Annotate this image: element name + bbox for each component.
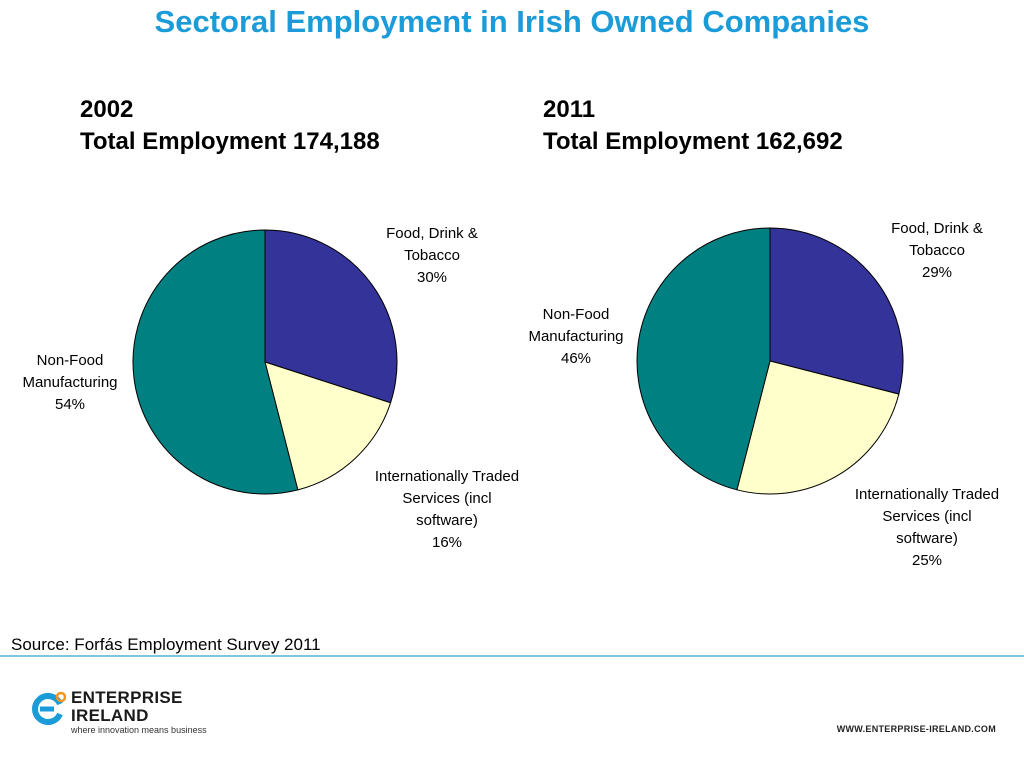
pie-slice-2002-non-food xyxy=(132,229,299,495)
slice-label-line: Tobacco xyxy=(909,242,965,259)
source-note: Source: Forfás Employment Survey 2011 xyxy=(11,635,321,654)
slice-label-line: Non-Food xyxy=(542,306,610,323)
chart-subtitle: Total Employment 162,692 xyxy=(543,128,843,155)
slice-label-2011-internationally-traded: Internationally Traded Services (incl soft… xyxy=(832,484,1022,572)
pie-slice-2011-internationally-traded xyxy=(736,360,900,495)
logo-text-line2: IRELAND xyxy=(71,706,149,725)
chart-year: 2011 xyxy=(543,96,596,123)
slice-label-line: Manufacturing xyxy=(22,374,118,391)
enterprise-ireland-logo: ENTERPRISE IRELAND where innovation mean… xyxy=(30,688,230,740)
slice-percent-label: 54% xyxy=(54,396,86,413)
pie-slice-2002-food-drink xyxy=(264,229,398,404)
slice-label-line: Food, Drink & xyxy=(386,225,478,242)
slice-percent-label: 46% xyxy=(560,350,592,367)
slice-label-line: Tobacco xyxy=(404,247,460,264)
chart-subtitle: Total Employment 174,188 xyxy=(80,128,380,155)
slice-label-line: software) xyxy=(416,512,478,529)
chart-heading-2011: 2011 Total Employment 162,692 xyxy=(543,94,843,158)
pie-slice-2011-food-drink xyxy=(769,227,904,395)
slice-label-2002-internationally-traded: Internationally Traded Services (incl soft… xyxy=(352,466,542,554)
slice-label-2011-food-drink: Food, Drink & Tobacco 29% xyxy=(867,218,1007,284)
slice-label-2002-food-drink: Food, Drink & Tobacco 30% xyxy=(362,223,502,289)
pie-charts xyxy=(132,227,904,495)
pie-slice-2011-non-food xyxy=(636,227,771,491)
slice-percent-label: 29% xyxy=(921,264,953,281)
slice-label-line: Services (incl xyxy=(882,508,972,525)
enterprise-ireland-swirl-icon xyxy=(32,691,66,725)
footer-divider xyxy=(0,655,1024,657)
slice-label-line: Internationally Traded xyxy=(374,468,520,485)
slice-label-line: Non-Food xyxy=(36,352,104,369)
website-url: WWW.ENTERPRISE-IRELAND.COM xyxy=(836,724,996,734)
chart-year: 2002 xyxy=(80,96,134,123)
slice-label-line: software) xyxy=(896,530,958,547)
pie-slice-2002-internationally-traded xyxy=(264,361,392,491)
logo-tagline: where innovation means business xyxy=(71,725,207,735)
slice-label-line: Manufacturing xyxy=(528,328,624,345)
slice-label-2002-non-food: Non-Food Manufacturing 54% xyxy=(2,350,138,416)
slice-label-line: Services (incl xyxy=(402,490,492,507)
logo-text-line1: ENTERPRISE xyxy=(71,688,183,707)
slice-label-2011-non-food: Non-Food Manufacturing 46% xyxy=(508,304,644,370)
slice-percent-label: 16% xyxy=(431,534,463,551)
slice-percent-label: 30% xyxy=(416,269,448,286)
slice-percent-label: 25% xyxy=(911,552,943,569)
page-title: Sectoral Employment in Irish Owned Compa… xyxy=(154,4,870,39)
slice-label-line: Internationally Traded xyxy=(854,486,1000,503)
slice-label-line: Food, Drink & xyxy=(891,220,983,237)
chart-heading-2002: 2002 Total Employment 174,188 xyxy=(80,94,380,158)
